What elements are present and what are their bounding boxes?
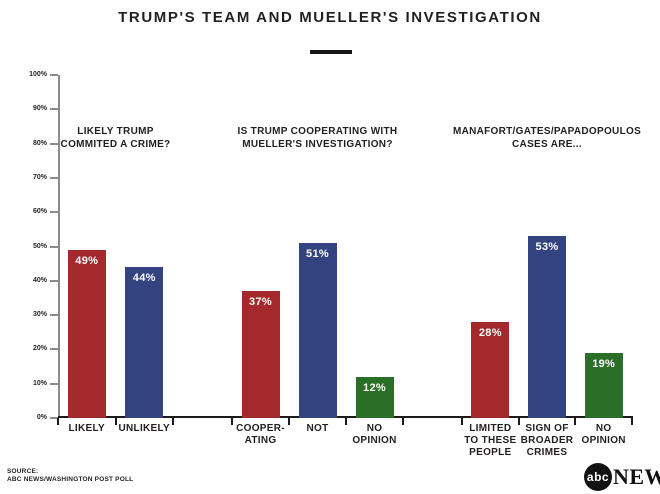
category-label-unlikely: UNLIKELY xyxy=(118,423,170,434)
x-axis-tick xyxy=(631,418,633,425)
category-label-likely: LIKELY xyxy=(68,423,105,434)
x-axis-tick xyxy=(172,418,174,425)
bar-no-opinion: 19% xyxy=(584,353,623,418)
x-axis-tick xyxy=(231,418,233,425)
x-axis-tick xyxy=(402,418,404,425)
y-axis-tick-label: 80% xyxy=(32,139,47,147)
group-question: MANAFORT/GATES/PAPADOPOULOS CASES ARE... xyxy=(452,126,642,150)
bar-unlikely: 44% xyxy=(125,267,164,418)
bar-cooper--ating: 37% xyxy=(241,291,280,418)
category-label-limited-tothese-people: LIMITED TO THESE PEOPLE xyxy=(464,423,517,458)
bar-signof-broader-crimes: 53% xyxy=(528,236,566,418)
y-axis-tick xyxy=(50,142,58,145)
bar-not: 51% xyxy=(298,243,337,418)
y-axis-tick-label: 60% xyxy=(32,208,47,216)
abc-news-logo: abc NEWS xyxy=(584,462,660,491)
bar-likely: 49% xyxy=(67,250,106,418)
y-axis-tick xyxy=(50,211,58,214)
x-axis-tick xyxy=(345,418,347,425)
x-axis-baseline xyxy=(58,416,633,418)
bar-no-opinion: 12% xyxy=(355,377,394,418)
bar-value-label: 53% xyxy=(535,241,559,253)
bar-value-label: 51% xyxy=(306,248,329,260)
y-axis-tick xyxy=(50,382,58,385)
news-logo-text: NEWS xyxy=(613,463,660,489)
group-question: LIKELY TRUMP COMMITED A CRIME? xyxy=(60,126,171,150)
source-label: SOURCE: xyxy=(7,468,39,475)
page-title: TRUMP'S TEAM AND MUELLER'S INVESTIGATION xyxy=(118,9,542,26)
category-label-signof-broader-crimes: SIGN OF BROADER CRIMES xyxy=(520,423,574,458)
source-note: SOURCE: ABC NEWS/WASHINGTON POST POLL xyxy=(7,468,133,484)
y-axis-tick xyxy=(50,245,58,248)
x-axis-tick xyxy=(114,418,117,425)
category-label-cooper--ating: COOPER- ATING xyxy=(236,423,285,446)
x-axis-tick xyxy=(57,418,59,425)
bar-value-label: 19% xyxy=(592,358,616,370)
y-axis-line xyxy=(58,75,60,418)
y-axis-tick-label: 90% xyxy=(32,105,47,113)
bar-value-label: 37% xyxy=(249,296,272,308)
y-axis-tick-label: 70% xyxy=(32,173,47,181)
y-axis-tick xyxy=(50,279,58,282)
y-axis-tick xyxy=(50,108,58,111)
group-question: IS TRUMP COOPERATING WITH MUELLER'S INVE… xyxy=(237,126,398,150)
bar-value-label: 12% xyxy=(363,382,386,394)
y-axis-tick-label: 10% xyxy=(32,379,47,387)
x-axis-tick xyxy=(288,418,290,425)
abc-logo-text: abc xyxy=(586,469,610,484)
y-axis-tick xyxy=(50,176,58,179)
y-axis-tick-label: 30% xyxy=(32,311,47,319)
y-axis-tick xyxy=(50,314,58,317)
bar-limited-tothese-people: 28% xyxy=(471,322,510,418)
source-text: ABC NEWS/WASHINGTON POST POLL xyxy=(7,476,134,483)
category-label-no-opinion: NO OPINION xyxy=(581,423,626,446)
x-axis-tick xyxy=(574,418,577,425)
title-underline-dash xyxy=(310,50,352,54)
y-axis-tick-label: 40% xyxy=(32,276,47,284)
bar-value-label: 28% xyxy=(478,327,502,339)
x-axis-tick xyxy=(517,418,520,425)
y-axis-tick xyxy=(50,74,58,76)
y-axis-tick-label: 0% xyxy=(36,414,47,421)
x-axis-tick xyxy=(461,418,463,425)
bar-value-label: 49% xyxy=(75,255,99,267)
category-label-no-opinion: NO OPINION xyxy=(352,423,397,446)
abc-circle-icon: abc xyxy=(584,462,612,491)
category-label-not: NOT xyxy=(306,423,329,434)
y-axis-tick-label: 20% xyxy=(32,345,47,353)
y-axis-tick xyxy=(50,417,58,419)
y-axis-tick-label: 50% xyxy=(32,242,47,250)
y-axis-tick-label: 100% xyxy=(29,71,47,78)
bar-value-label: 44% xyxy=(132,272,156,284)
y-axis-tick xyxy=(50,348,58,351)
